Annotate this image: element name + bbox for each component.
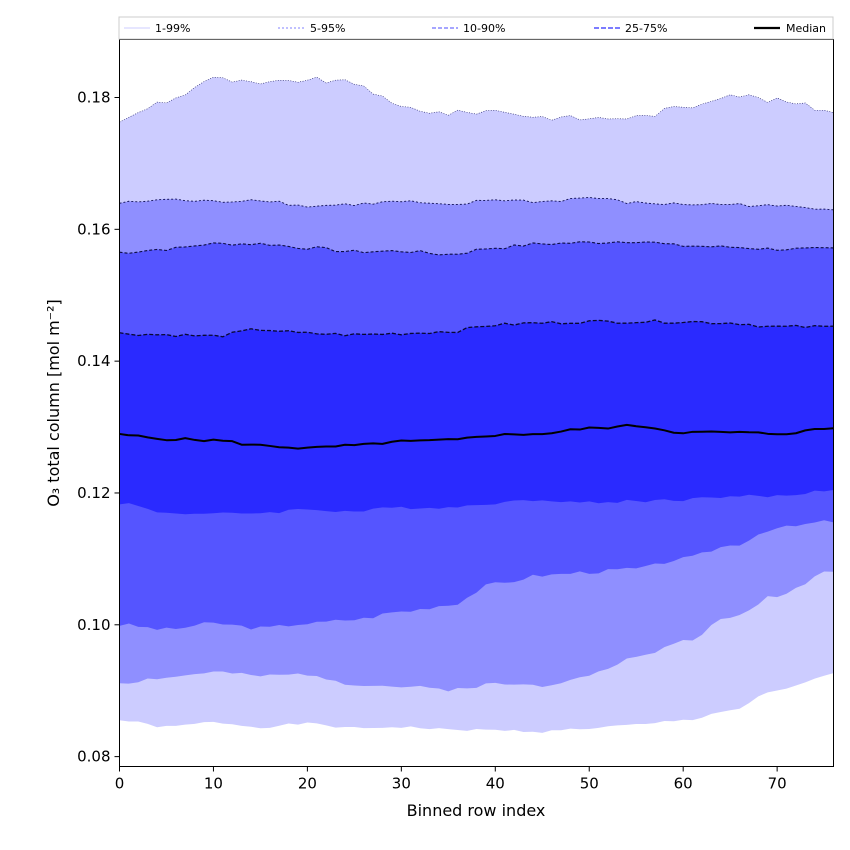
x-tick-label: 0 [115, 775, 125, 793]
band-boundary-lines [119, 76, 834, 338]
x-tick-label: 10 [204, 775, 223, 793]
bands-layer [119, 77, 834, 733]
x-tick-label: 50 [580, 775, 599, 793]
x-axis: 0 10 20 30 40 50 60 70 [115, 766, 787, 793]
legend-label-median: Median [786, 22, 826, 35]
median-layer [119, 423, 834, 450]
y-tick-label: 0.08 [77, 748, 110, 766]
line-p99 [119, 76, 834, 123]
y-axis-label: O₃ total column [mol m⁻²] [44, 299, 63, 507]
x-tick-label: 70 [768, 775, 787, 793]
line-p95 [119, 197, 834, 211]
line-p75 [119, 319, 834, 338]
legend-box [118, 16, 834, 40]
median-line [119, 423, 834, 450]
y-tick-label: 0.10 [77, 616, 110, 634]
y-tick-label: 0.12 [77, 484, 110, 502]
legend-label-25-75: 25-75% [625, 22, 667, 35]
y-tick-label: 0.16 [77, 220, 110, 238]
legend-label-1-99: 1-99% [155, 22, 190, 35]
band-25-75 [119, 319, 834, 515]
line-p90 [119, 241, 834, 256]
legend-label-10-90: 10-90% [463, 22, 505, 35]
x-tick-label: 20 [298, 775, 317, 793]
x-tick-label: 60 [674, 775, 693, 793]
x-axis-label: Binned row index [407, 801, 546, 820]
y-tick-label: 0.14 [77, 352, 110, 370]
y-tick-label: 0.18 [77, 89, 110, 107]
legend-label-5-95: 5-95% [310, 22, 345, 35]
x-tick-label: 30 [392, 775, 411, 793]
x-tick-label: 40 [486, 775, 505, 793]
y-axis: 0.08 0.10 0.12 0.14 0.16 0.18 [77, 89, 120, 766]
legend: 1-99% 5-95% 10-90% 25-75% Median [118, 16, 834, 40]
